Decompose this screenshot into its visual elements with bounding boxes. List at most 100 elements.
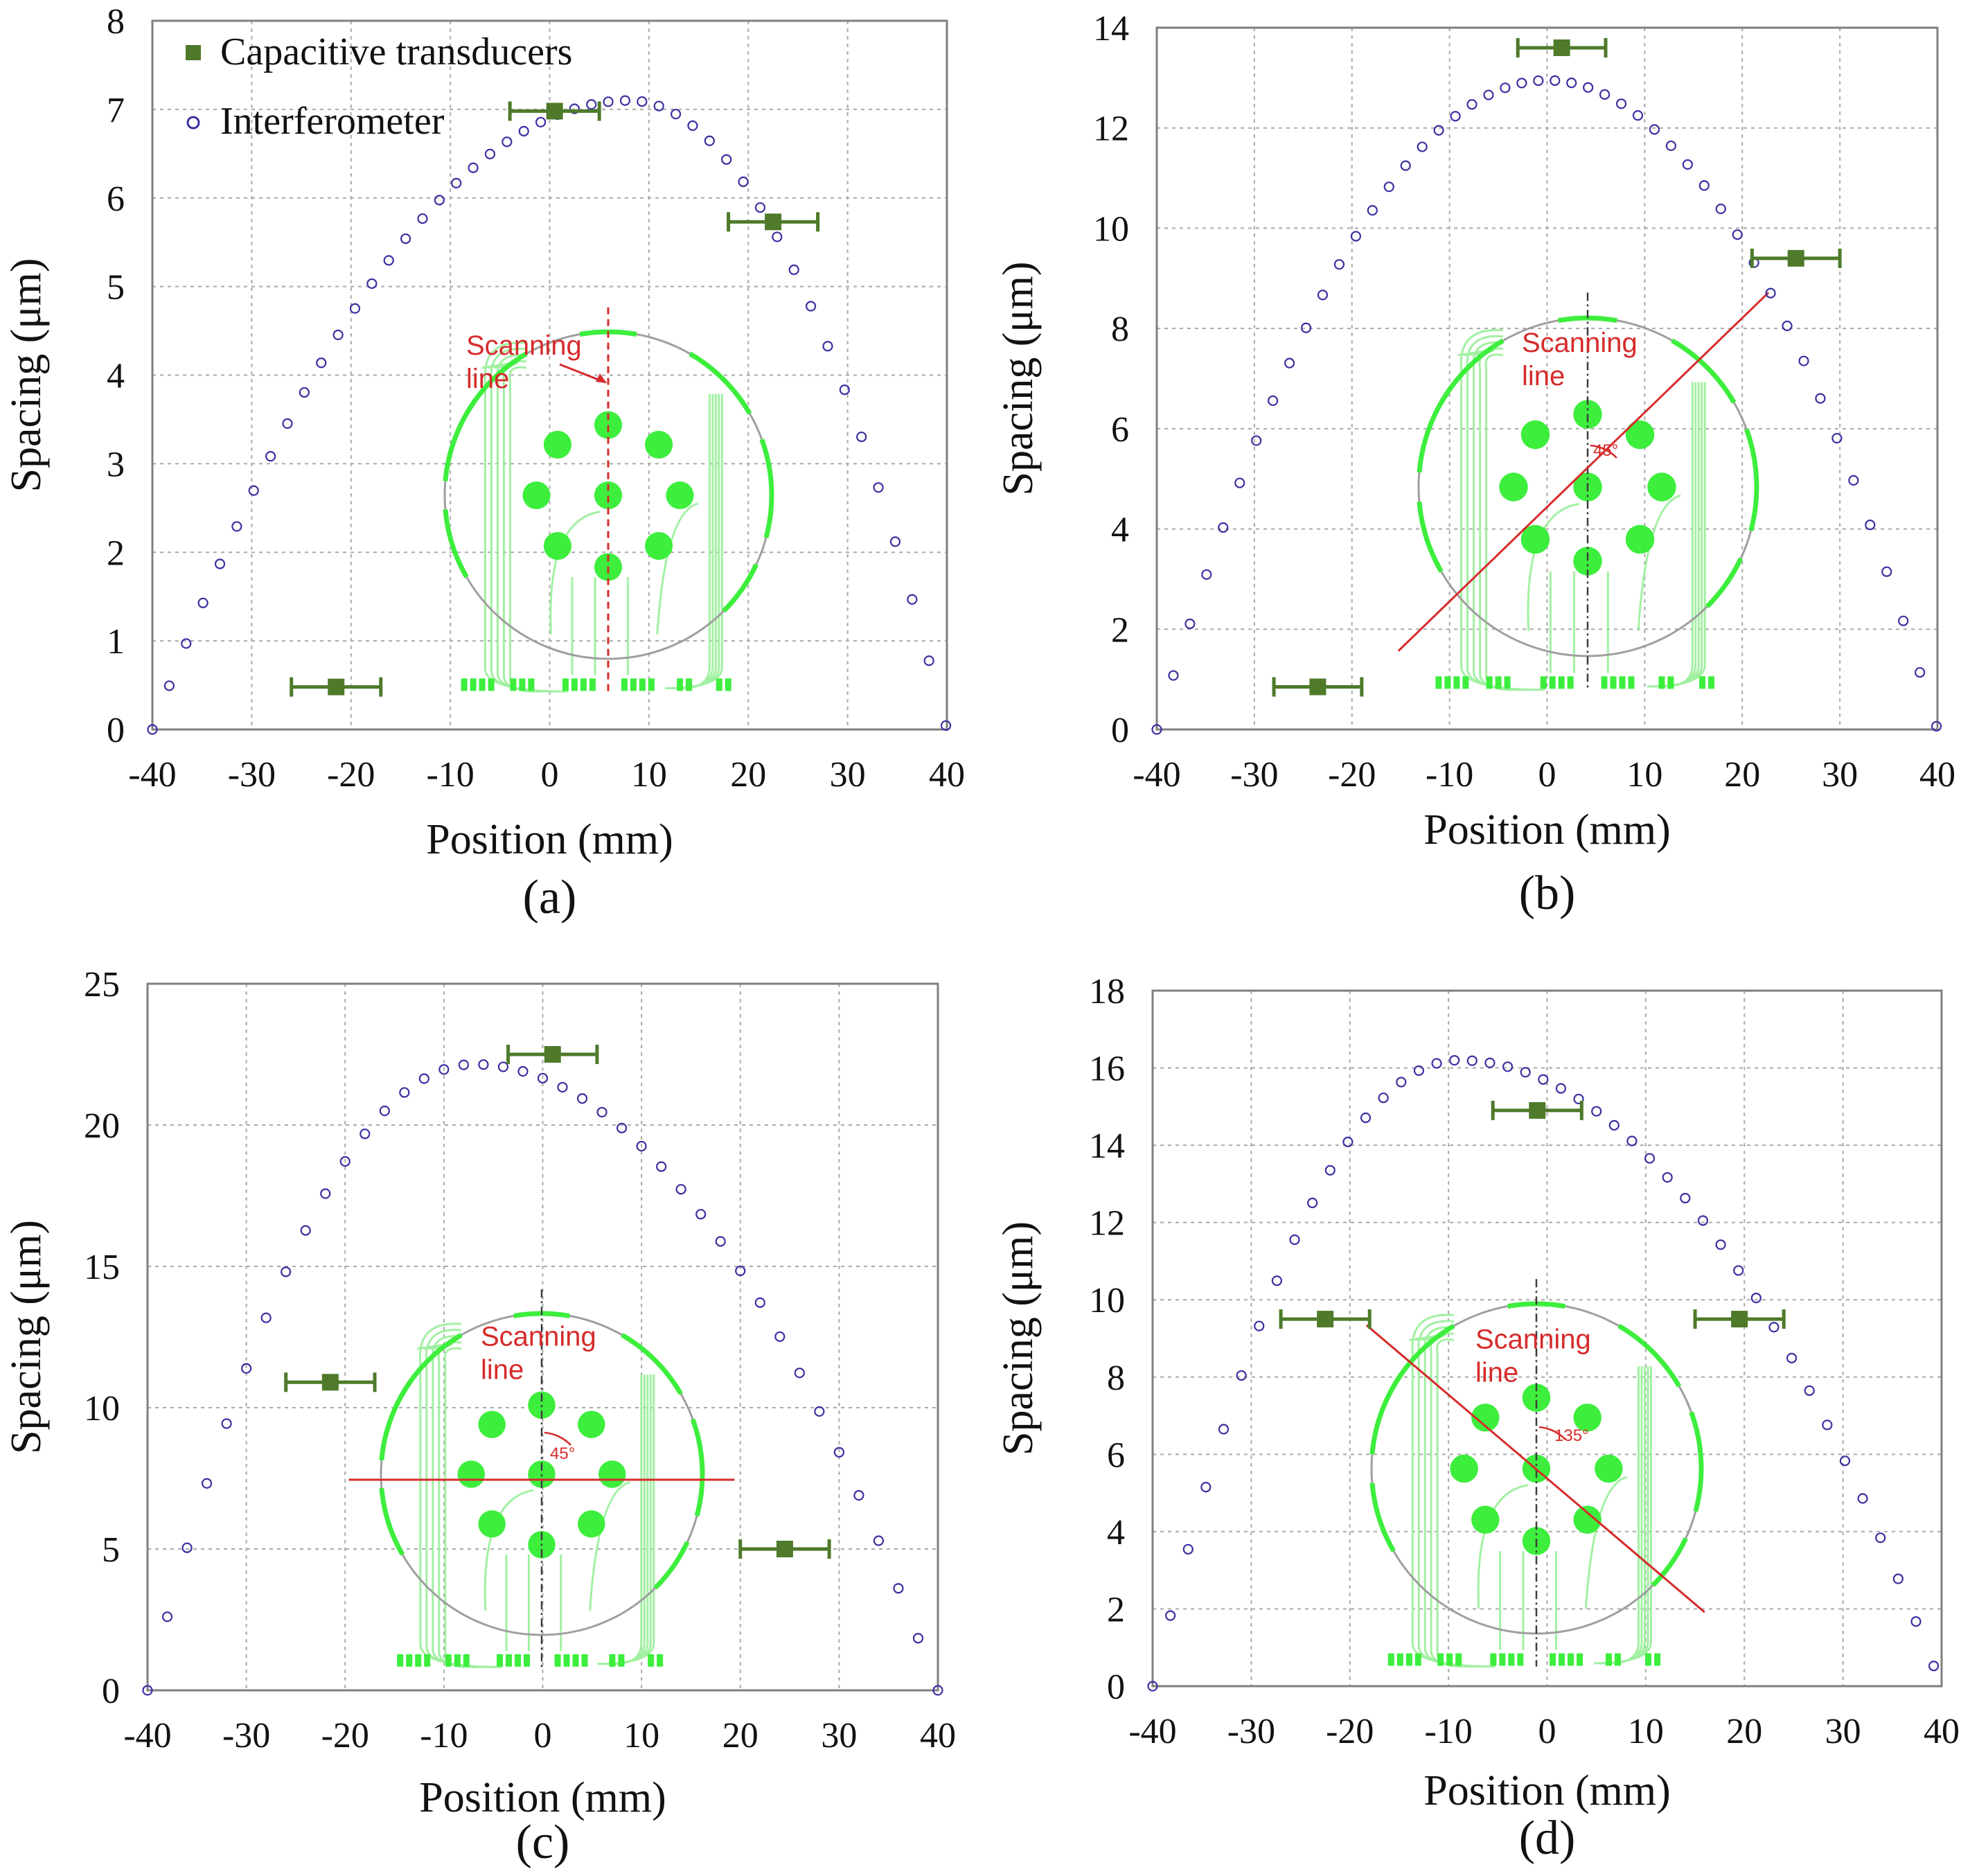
interferometer-point	[1715, 203, 1726, 215]
y-tick-label: 18	[1089, 972, 1125, 1011]
inset-connector-pad	[639, 678, 646, 691]
inset-connector-pad	[1499, 1653, 1506, 1666]
plot-frame	[1155, 26, 1939, 731]
interferometer-point	[704, 135, 715, 146]
inset-electrode	[1625, 524, 1655, 554]
inset-connector-pad	[554, 1654, 561, 1667]
interferometer-point	[201, 1478, 213, 1489]
y-tick-label: 25	[84, 965, 120, 1005]
interferometer-point	[1698, 180, 1710, 191]
angle-label: 135°	[1554, 1426, 1589, 1445]
interferometer-point	[1251, 435, 1262, 446]
y-tick-label: 12	[1089, 1204, 1125, 1244]
interferometer-point	[214, 558, 226, 569]
y-tick-label: 5	[107, 268, 125, 308]
interferometer-point	[1516, 78, 1527, 89]
panel-label: (a)	[523, 871, 577, 924]
interferometer-point	[1307, 1197, 1318, 1208]
interferometer-point	[1915, 666, 1926, 678]
interferometer-point	[1200, 1482, 1212, 1493]
interferometer-point	[502, 136, 513, 148]
y-tick-label: 8	[107, 2, 125, 42]
inset-connector-pad	[1517, 1653, 1524, 1666]
interferometer-point	[197, 597, 208, 608]
interferometer-point	[1566, 78, 1577, 89]
panel-label: (c)	[516, 1816, 570, 1869]
x-tick-label: 10	[1628, 1712, 1664, 1751]
inset-connector-pad	[1559, 1653, 1565, 1666]
inset-connector-pad	[1490, 1653, 1497, 1666]
inset-connector-pad	[621, 678, 628, 691]
inset-electrode	[1471, 1505, 1500, 1534]
interferometer-point	[418, 1073, 429, 1084]
capacitive-point	[321, 1374, 339, 1391]
interferometer-point	[458, 1059, 470, 1070]
interferometer-point	[1573, 1093, 1584, 1105]
interferometer-point	[535, 116, 547, 127]
y-axis-label: Spacing (μm)	[995, 1221, 1042, 1455]
inset-connector-pad	[506, 1654, 513, 1667]
inset-connector-pad	[470, 678, 477, 691]
scanning-label-2: line	[1475, 1357, 1518, 1388]
inset-electrode	[478, 1510, 506, 1538]
interferometer-point	[822, 341, 833, 352]
interferometer-series	[1151, 75, 1942, 735]
interferometer-point	[912, 1633, 924, 1644]
interferometer-point	[282, 418, 293, 430]
inset-connector-pad	[589, 678, 596, 691]
interferometer-point	[873, 482, 884, 493]
interferometer-point	[1533, 75, 1544, 87]
inset-connector-pad	[1667, 676, 1674, 689]
interferometer-point	[181, 638, 192, 649]
x-axis-label: Position (mm)	[419, 1774, 666, 1821]
capacitive-point	[1309, 678, 1326, 696]
interferometer-point	[1782, 320, 1793, 331]
inset-guard-arc	[1743, 428, 1759, 532]
interferometer-point	[1732, 229, 1743, 240]
inset-electrode	[578, 1510, 605, 1538]
interferometer-point	[940, 720, 952, 731]
inset-connector-pad	[657, 1654, 664, 1667]
interferometer-point	[1715, 1239, 1726, 1250]
capacitive-point	[765, 213, 782, 231]
inset-guard-arc	[1617, 1323, 1682, 1388]
interferometer-point	[316, 357, 327, 369]
interferometer-point	[1857, 1493, 1868, 1504]
inset-electrode	[645, 430, 673, 459]
inset-connector-pad	[1504, 676, 1511, 689]
scanning-label-1: Scanning	[481, 1321, 596, 1352]
interferometer-point	[1848, 475, 1859, 486]
inset-connector-pad	[1387, 1653, 1394, 1666]
y-tick-label: 10	[1093, 209, 1129, 249]
interferometer-point	[794, 1368, 805, 1379]
interferometer-point	[1182, 1543, 1193, 1555]
x-tick-label: -40	[1133, 755, 1180, 795]
interferometer-point	[1289, 1234, 1300, 1246]
y-tick-label: 3	[107, 445, 125, 484]
y-axis-label: Spacing (μm)	[3, 258, 50, 492]
inset-connector-pad	[1645, 1653, 1652, 1666]
inset-connector-pad	[686, 678, 693, 691]
interferometer-point	[637, 96, 648, 107]
interferometer-point	[1680, 1192, 1691, 1204]
inset-connector-pad	[1601, 676, 1608, 689]
y-tick-label: 12	[1093, 109, 1129, 149]
inset-guard-arc	[379, 1380, 412, 1461]
interferometer-point	[468, 162, 479, 173]
x-tick-label: -10	[426, 755, 474, 795]
interferometer-point	[653, 100, 664, 112]
y-tick-label: 4	[107, 357, 125, 396]
inset-electrode	[1471, 1404, 1500, 1432]
panel-label: (d)	[1519, 1812, 1576, 1865]
interferometer-point	[675, 1184, 686, 1195]
interferometer-point	[1431, 1058, 1442, 1069]
scanning-label-2: line	[466, 364, 509, 394]
y-tick-label: 0	[107, 711, 125, 750]
interferometer-point	[161, 1611, 173, 1622]
inset-electrode	[522, 481, 551, 510]
interferometer-point	[774, 1331, 786, 1343]
